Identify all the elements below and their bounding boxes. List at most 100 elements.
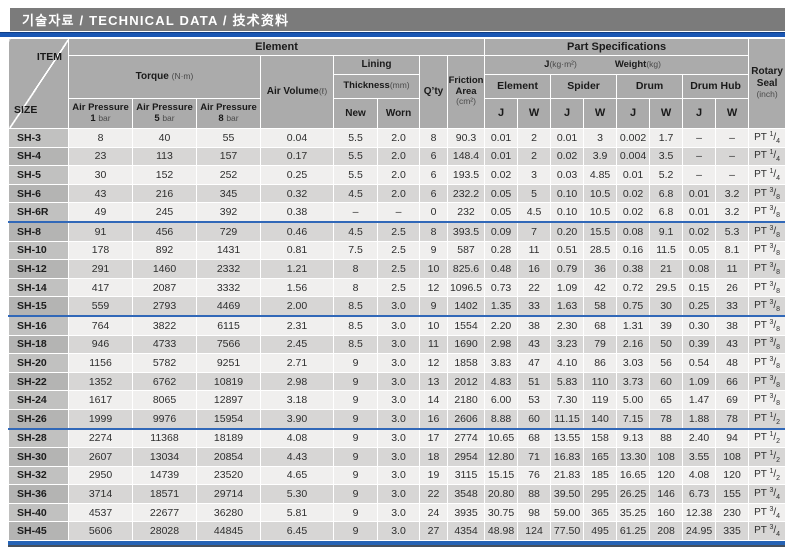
header-element-j: J — [484, 98, 519, 129]
cell-qty: 24 — [419, 502, 448, 523]
cell-friction: 148.4 — [446, 146, 486, 167]
cell-element_j: 4.83 — [484, 371, 519, 392]
cell-spider_w: 110 — [583, 371, 618, 392]
cell-drumhub_w: 120 — [715, 465, 750, 486]
cell-ap1: 1352 — [68, 371, 133, 392]
header-jw-legend: J(kg·m²) Weight(kg) — [484, 55, 750, 75]
cell-drum_w: 78 — [649, 408, 684, 430]
cell-ap8: 15954 — [196, 408, 261, 430]
header-drumhub-j: J — [682, 98, 717, 129]
cell-ap8: 18189 — [196, 427, 261, 449]
cell-ap1: 559 — [68, 296, 133, 317]
cell-ap5: 6762 — [132, 371, 197, 392]
cell-drum_w: 6.8 — [649, 183, 684, 204]
cell-drum_j: 35.25 — [616, 502, 651, 523]
cell-seal: PT 1/4 — [748, 146, 785, 167]
cell-drum_j: 0.01 — [616, 165, 651, 185]
cell-element_j: 0.73 — [484, 277, 519, 298]
cell-drumhub_w: 69 — [715, 390, 750, 410]
cell-drumhub_w: 48 — [715, 353, 750, 373]
j-legend: J(kg·m²) — [544, 58, 577, 70]
cell-drum_j: 2.16 — [616, 334, 651, 355]
cell-friction: 2606 — [446, 408, 486, 430]
cell-drum_j: 3.73 — [616, 371, 651, 392]
cell-item: SH-15 — [8, 296, 69, 317]
cell-element_w: 43 — [517, 334, 552, 355]
cell-air_volume: 2.31 — [260, 314, 334, 336]
cell-seal: PT 1/4 — [748, 128, 785, 148]
header-air-pressure-8: Air Pressure 8 bar — [196, 98, 261, 129]
cell-drum_j: 13.30 — [616, 447, 651, 467]
cell-ap5: 245 — [132, 202, 197, 223]
cell-spider_j: 0.10 — [550, 183, 585, 204]
cell-worn: 3.0 — [377, 371, 420, 392]
header-friction-area: Friction Area (cm²) — [446, 55, 486, 129]
cell-air_volume: 0.04 — [260, 128, 334, 148]
cell-ap5: 1460 — [132, 259, 197, 279]
cell-worn: 3.0 — [377, 408, 420, 430]
cell-seal: PT 3/8 — [748, 314, 785, 336]
table-row: SH-3 8 40 55 0.04 5.5 2.0 8 90.3 0.01 2 0.01 3 0.002 1… — [8, 128, 785, 148]
header-spider-w: W — [583, 98, 618, 129]
cell-drum_w: 208 — [649, 521, 684, 542]
cell-drumhub_w: 43 — [715, 334, 750, 355]
cell-ap5: 113 — [132, 146, 197, 167]
table-row: SH-15 559 2793 4469 2.00 8.5 3.0 9 1402 1.35 33 1.6… — [8, 296, 785, 317]
cell-element_j: 0.05 — [484, 202, 519, 223]
cell-spider_w: 86 — [583, 353, 618, 373]
cell-element_j: 0.05 — [484, 183, 519, 204]
cell-air_volume: 4.43 — [260, 447, 334, 467]
table-row: SH-5 30 152 252 0.25 5.5 2.0 6 193.5 0.02 3 0.03 4.8… — [8, 165, 785, 185]
cell-ap8: 157 — [196, 146, 261, 167]
thickness-unit: (mm) — [389, 80, 410, 91]
cell-spider_w: 36 — [583, 259, 618, 279]
cell-new: – — [333, 202, 378, 223]
cell-seal: PT 3/8 — [748, 353, 785, 373]
cell-ap5: 8065 — [132, 390, 197, 410]
torque-unit: (N·m) — [171, 71, 194, 82]
table-row: SH-28 2274 11368 18189 4.08 9 3.0 17 2774 10.65 68… — [8, 427, 785, 449]
cell-drumhub_j: 2.40 — [682, 427, 717, 449]
cell-drum_j: 7.15 — [616, 408, 651, 430]
cell-drumhub_w: 33 — [715, 296, 750, 317]
cell-drumhub_w: 78 — [715, 408, 750, 430]
table-row: SH-12 291 1460 2332 1.21 8 2.5 10 825.6 0.48 16 0.7… — [8, 259, 785, 279]
header-thickness: Thickness(mm) — [333, 74, 420, 99]
cell-worn: 2.0 — [377, 165, 420, 185]
cell-drum_j: 3.03 — [616, 353, 651, 373]
cell-drumhub_j: 1.47 — [682, 390, 717, 410]
table-header: ITEM SIZE Element Part Specifications Ro… — [8, 38, 785, 129]
cell-item: SH-6 — [8, 183, 69, 204]
cell-qty: 11 — [419, 334, 448, 355]
cell-drum_j: 1.31 — [616, 314, 651, 336]
cell-drumhub_j: 4.08 — [682, 465, 717, 486]
cell-ap8: 9251 — [196, 353, 261, 373]
cell-drumhub_w: 108 — [715, 447, 750, 467]
cell-ap1: 2950 — [68, 465, 133, 486]
cell-air_volume: 0.46 — [260, 220, 334, 242]
cell-ap8: 392 — [196, 202, 261, 223]
cell-spider_j: 7.30 — [550, 390, 585, 410]
cell-ap8: 2332 — [196, 259, 261, 279]
cell-ap1: 5606 — [68, 521, 133, 542]
cell-drum_w: 160 — [649, 502, 684, 523]
cell-ap1: 946 — [68, 334, 133, 355]
cell-spider_j: 0.20 — [550, 220, 585, 242]
cell-ap1: 30 — [68, 165, 133, 185]
cell-new: 4.5 — [333, 183, 378, 204]
cell-drum_j: 0.08 — [616, 220, 651, 242]
cell-qty: 0 — [419, 202, 448, 223]
cell-worn: 3.0 — [377, 521, 420, 542]
table-row: SH-10 178 892 1431 0.81 7.5 2.5 9 587 0.28 11 0.51 2… — [8, 240, 785, 261]
cell-seal: PT 3/8 — [748, 259, 785, 279]
cell-spider_j: 4.10 — [550, 353, 585, 373]
cell-ap8: 23520 — [196, 465, 261, 486]
cell-seal: PT 1/2 — [748, 465, 785, 486]
cell-drumhub_j: 0.54 — [682, 353, 717, 373]
cell-ap5: 2087 — [132, 277, 197, 298]
cell-spider_j: 3.23 — [550, 334, 585, 355]
table-row: SH-45 5606 28028 44845 6.45 9 3.0 27 4354 48.98 12… — [8, 521, 785, 542]
cell-element_j: 0.28 — [484, 240, 519, 261]
cell-qty: 17 — [419, 427, 448, 449]
cell-seal: PT 3/8 — [748, 390, 785, 410]
